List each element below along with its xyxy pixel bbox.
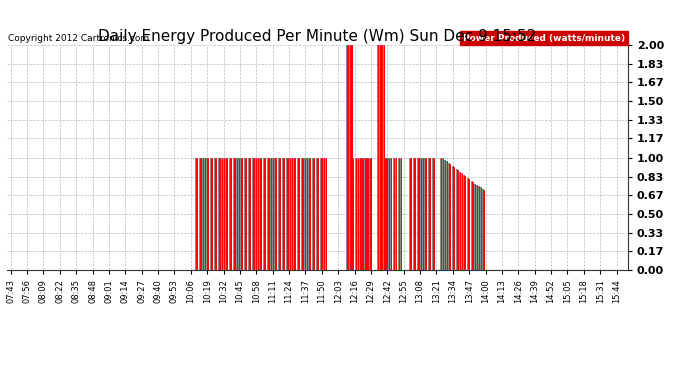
Text: Power Produced (watts/minute): Power Produced (watts/minute)	[463, 34, 625, 43]
Title: Daily Energy Produced Per Minute (Wm) Sun Dec 9 15:52: Daily Energy Produced Per Minute (Wm) Su…	[98, 29, 537, 44]
Text: Copyright 2012 Cartronics.com: Copyright 2012 Cartronics.com	[8, 34, 149, 43]
